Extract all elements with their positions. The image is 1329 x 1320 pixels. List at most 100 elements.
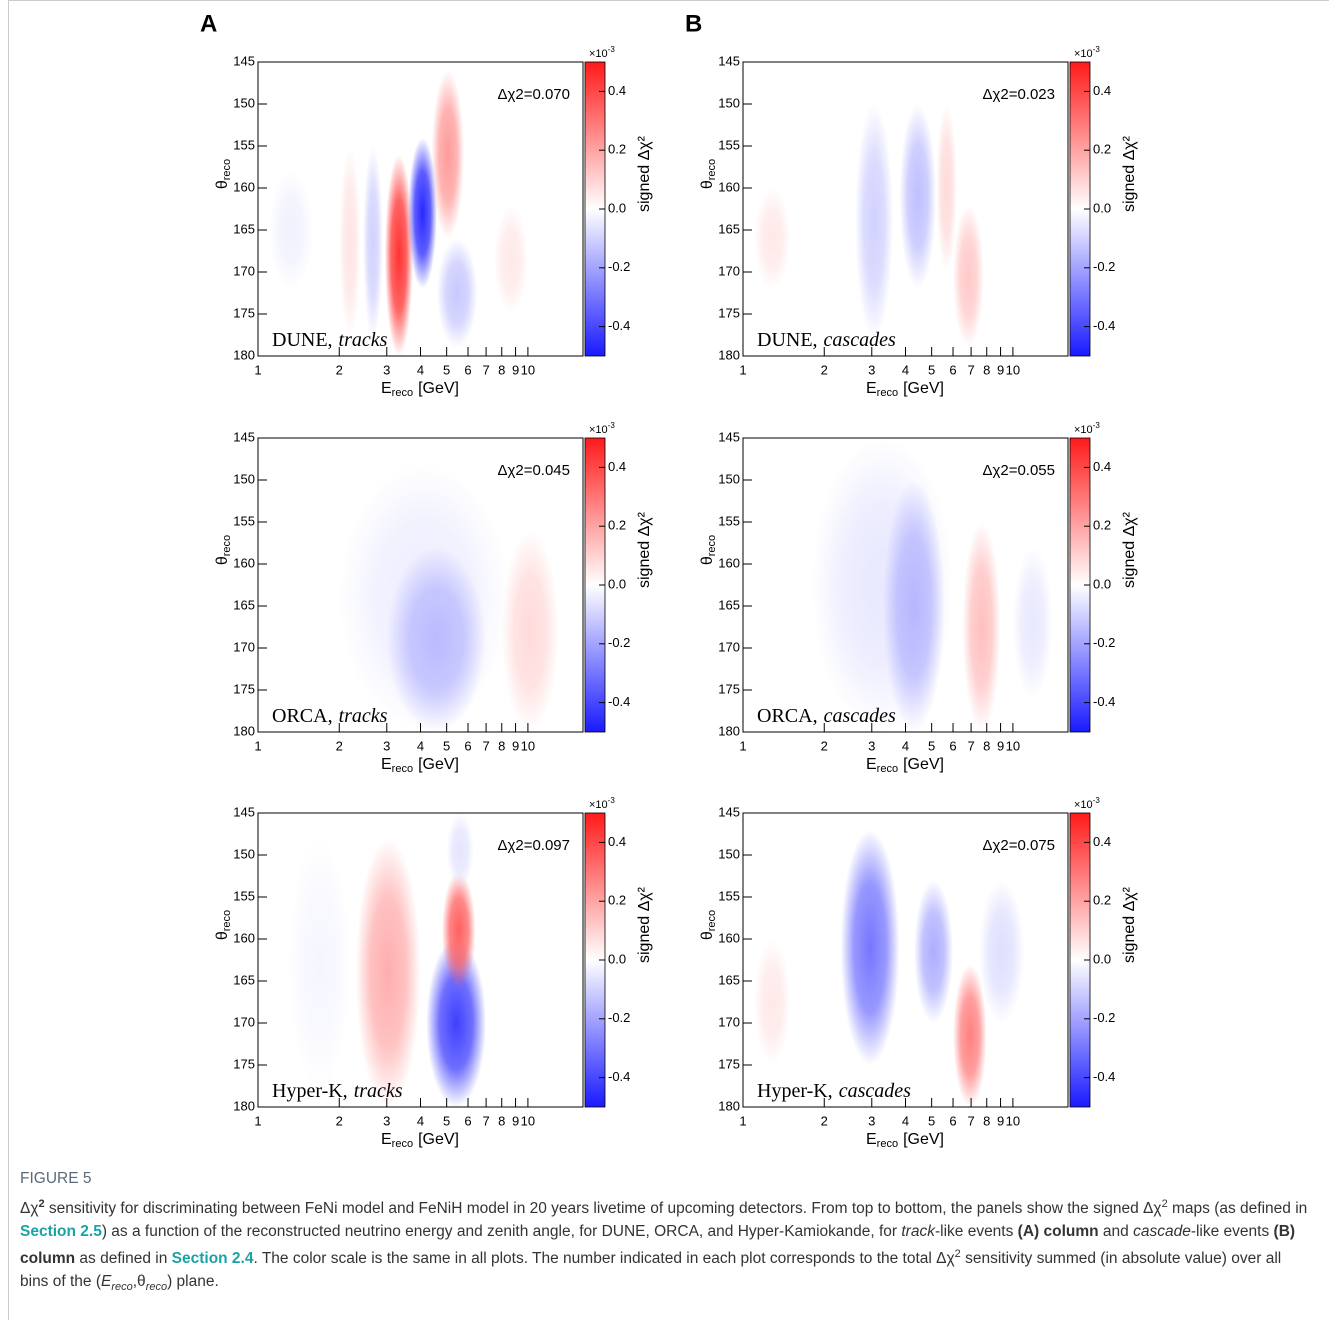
x-tick-label: 6 [464,362,471,377]
heatmap-blob [426,939,487,1107]
x-title-sub: reco [392,763,413,775]
y-tick-label: 180 [718,1098,740,1113]
colorbar-tick-label: 0.4 [608,459,626,474]
x-title-sub: reco [392,387,413,399]
x-tick-label: 9 [512,738,519,753]
detector-label: ORCA, tracks [272,705,388,727]
caption-segment: -like events [1190,1222,1274,1240]
y-tick-label: 155 [233,888,255,903]
x-axis-title: Ereco [GeV] [381,756,459,775]
heatmap-blob [408,137,437,289]
x-tick-label: 3 [868,1113,875,1128]
x-title-unit: [GeV] [903,756,944,773]
page-frame [8,0,1329,1320]
heatmap-blob [446,813,474,889]
y-tick-label: 175 [718,305,740,320]
heatmap [754,829,1025,1107]
caption-segment[interactable]: Section 2.5 [20,1222,102,1240]
caption-segment: and [1098,1222,1134,1240]
y-tick-label: 160 [233,179,255,194]
caption-segment: track [901,1222,935,1240]
y-tick-label: 170 [718,263,740,278]
x-tick-label: 3 [383,738,390,753]
heatmap-blob [363,146,383,340]
heatmap-blob [979,880,1025,1023]
y-tick-label: 170 [233,1014,255,1029]
x-tick-label: 7 [482,362,489,377]
colorbar-tick-label: -0.2 [608,635,630,650]
event-type: tracks [339,705,388,727]
heatmap-blob [384,154,413,356]
colorbar-tick-label: -0.4 [608,1069,630,1084]
multiplier-sup: -3 [608,796,616,805]
colorbar-tick-label: 0.2 [1093,518,1111,533]
heatmap-blob [899,103,937,289]
x-tick-label: 5 [443,1113,450,1128]
y-tick-label: 180 [233,723,255,738]
y-tick-label: 180 [233,347,255,362]
multiplier-main: ×10 [589,799,608,811]
caption: FIGURE 5 Δχ2 sensitivity for discriminat… [20,1168,1310,1299]
x-tick-label: 2 [336,362,343,377]
y-tick-label: 145 [233,53,255,68]
x-tick-label: 7 [967,1113,974,1128]
heatmap-blob [953,964,987,1107]
heatmap [811,438,1053,732]
y-title-sub: reco [706,535,718,556]
x-tick-label: 9 [997,738,1004,753]
y-tick-label: 155 [718,137,740,152]
colorbar-tick-label: 0.0 [1093,200,1111,215]
colorbar-tick-label: 0.2 [608,893,626,908]
y-tick-label: 160 [718,930,740,945]
y-tick-label: 170 [233,639,255,654]
colorbar-tick-label: -0.4 [1093,318,1115,333]
multiplier-main: ×10 [589,48,608,60]
x-tick-label: 1 [739,362,746,377]
detector-name: Hyper-K, [757,1080,833,1102]
y-tick-label: 165 [233,597,255,612]
colorbar-tick-label: 0.0 [608,200,626,215]
y-axis-title: θreco [699,159,718,189]
heatmap [288,813,487,1107]
multiplier-sup: -3 [1093,421,1101,430]
x-tick-label: 6 [949,1113,956,1128]
y-tick-label: 145 [718,804,740,819]
y-tick-label: 150 [718,846,740,861]
detector-name: ORCA, [757,705,818,727]
caption-segment[interactable]: Section 2.4 [171,1250,254,1268]
x-tick-label: 1 [254,1113,261,1128]
x-tick-label: 8 [983,362,990,377]
y-tick-label: 165 [233,972,255,987]
x-title-unit: [GeV] [418,1131,459,1148]
colorbar-tick-label: -0.4 [608,318,630,333]
heatmap-blob [962,522,1001,732]
y-axis-title: θreco [699,910,718,940]
x-title-main: E [866,1131,877,1148]
y-tick-label: 165 [718,221,740,236]
x-tick-label: 1 [739,738,746,753]
x-tick-label: 2 [821,362,828,377]
multiplier-sup: -3 [608,421,616,430]
x-title-sub: reco [877,1138,898,1150]
multiplier-sup: -3 [1093,796,1101,805]
colorbar-tick-label: -0.2 [608,1010,630,1025]
multiplier-main: ×10 [589,424,608,436]
multiplier-sup: -3 [1093,45,1101,54]
caption-segment: cascade [1133,1222,1191,1240]
x-tick-label: 2 [336,738,343,753]
x-title-unit: [GeV] [418,756,459,773]
caption-heading: FIGURE 5 [20,1170,92,1187]
x-tick-label: 7 [482,1113,489,1128]
x-tick-label: 6 [464,738,471,753]
multiplier-main: ×10 [1074,799,1093,811]
heatmap-blob [431,70,465,239]
y-tick-label: 150 [233,471,255,486]
panel-letter: A [200,10,217,37]
x-tick-label: 8 [498,738,505,753]
colorbar-tick-label: 0.4 [1093,459,1111,474]
caption-segment: maps (as defined in [1167,1199,1308,1217]
colorbar-tick-label: 0.2 [1093,893,1111,908]
caption-segment: reco [111,1281,133,1294]
event-type: tracks [354,1080,403,1102]
y-title-sub: reco [221,159,233,180]
